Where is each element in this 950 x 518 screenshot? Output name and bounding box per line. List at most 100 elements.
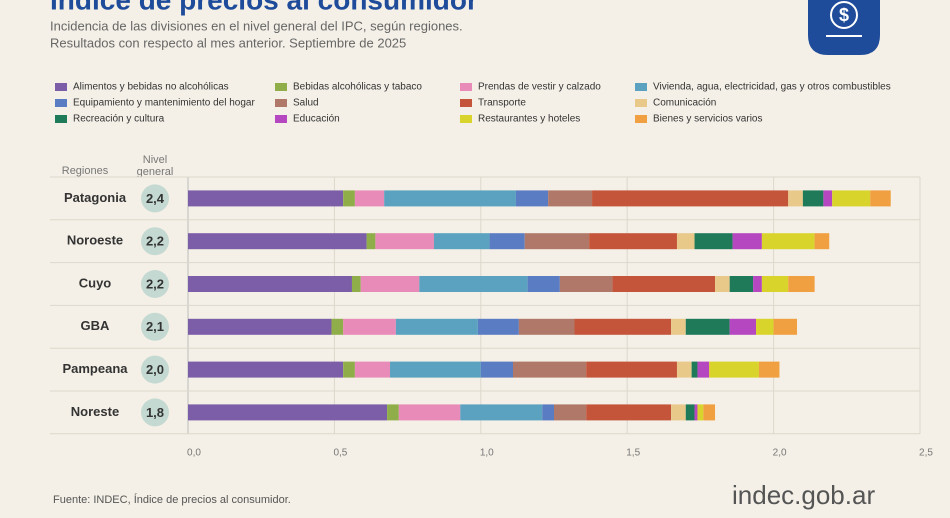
legend-label: Salud (293, 98, 319, 109)
bar-segment (489, 233, 525, 250)
bar-segment (574, 318, 672, 335)
x-tick-label: 1,0 (480, 447, 494, 458)
source: Fuente: INDEC, Índice de precios al cons… (53, 493, 291, 506)
bar-segment (188, 361, 344, 378)
legend-label: Recreación y cultura (73, 114, 165, 125)
bar-segment (592, 190, 789, 207)
legend-label: Educación (293, 114, 340, 125)
bar-segment (694, 404, 698, 421)
general-circle (141, 270, 169, 298)
bar-segment (703, 404, 716, 421)
bar-segment (188, 233, 367, 250)
bar-segment (832, 190, 871, 207)
x-tick-label: 2,0 (773, 447, 787, 458)
bar-segment (715, 276, 730, 292)
x-tick-label: 0,5 (333, 447, 347, 458)
bar-segment (375, 233, 434, 250)
brand: indec.gob.ar (732, 480, 875, 510)
legend-swatch (55, 99, 67, 107)
general-circle (141, 312, 169, 341)
legend-swatch (460, 83, 472, 91)
general-circle (141, 355, 169, 384)
svg-text:$: $ (839, 5, 849, 25)
bar-segment (419, 276, 528, 292)
bar-segment (761, 276, 789, 292)
bar-segment (870, 190, 891, 207)
legend-label: Restaurantes y hoteles (478, 114, 580, 125)
bar-segment (188, 318, 332, 335)
bar-segment (612, 276, 716, 292)
bar-segment (360, 276, 420, 292)
chart-title: Índice de precios al consumidor (50, 0, 478, 15)
bar-segment (732, 233, 762, 250)
region-label: GBA (81, 318, 111, 333)
legend-swatch (635, 83, 647, 91)
legend-label: Vivienda, agua, electricidad, gas y otro… (653, 82, 891, 93)
bar-segment (343, 190, 355, 207)
bar-segment (671, 318, 686, 335)
legend-swatch (635, 115, 647, 123)
legend-swatch (275, 115, 287, 123)
general-label: 2,4 (146, 191, 165, 206)
subtitle: Incidencia de las divisiones en el nivel… (50, 18, 463, 33)
bar-segment (823, 190, 833, 207)
logo-icon: $ (808, 0, 880, 55)
bar-segment (354, 361, 391, 378)
bar-segment (390, 361, 481, 378)
bar-segment (753, 276, 762, 292)
bar-segment (671, 404, 686, 421)
bar-segment (366, 233, 376, 250)
bar-segment (676, 361, 692, 378)
legend-label: Equipamiento y mantenimiento del hogar (73, 98, 255, 109)
bar-segment (548, 190, 593, 207)
region-label: Noroeste (67, 233, 123, 248)
row-header: Regiones (62, 165, 109, 177)
bar-segment (542, 404, 554, 421)
bar-segment (697, 404, 704, 421)
region-label: Pampeana (62, 361, 128, 376)
bar-segment (761, 233, 815, 250)
bar-segment (802, 190, 824, 207)
region-label: Patagonia (64, 190, 127, 205)
bar-segment (188, 190, 344, 207)
bar-segment (685, 318, 730, 335)
bar-segment (788, 276, 815, 292)
bar-segment (685, 404, 695, 421)
x-tick-label: 0,0 (187, 447, 201, 458)
legend-swatch (460, 99, 472, 107)
bar-segment (691, 361, 698, 378)
bar-segment (788, 190, 803, 207)
general-circle (141, 398, 169, 427)
legend-label: Bebidas alcohólicas y tabaco (293, 82, 422, 93)
x-tick-label: 2,5 (919, 447, 933, 458)
bar-segment (709, 361, 759, 378)
bar-segment (188, 276, 352, 292)
bar-segment (188, 404, 388, 421)
bar-segment (515, 190, 549, 207)
legend-swatch (275, 83, 287, 91)
legend-swatch (460, 115, 472, 123)
general-label: 2,1 (146, 319, 164, 334)
bar-segment (814, 233, 830, 250)
legend-label: Bienes y servicios varios (653, 114, 762, 125)
bar-segment (586, 361, 677, 378)
bar-segment (384, 190, 516, 207)
bar-segment (729, 276, 754, 292)
bar-segment (354, 190, 385, 207)
bar-segment (758, 361, 780, 378)
bar-segment (697, 361, 710, 378)
legend-swatch (275, 99, 287, 107)
bar-segment (331, 318, 344, 335)
bar-segment (676, 233, 695, 250)
bar-segment (559, 276, 613, 292)
region-label: Noreste (71, 404, 119, 419)
bar-segment (395, 318, 478, 335)
general-header: general (137, 166, 174, 178)
general-header: Nivel (143, 154, 167, 166)
general-label: 1,8 (146, 405, 164, 420)
bar-segment (398, 404, 461, 421)
bar-segment (554, 404, 587, 421)
